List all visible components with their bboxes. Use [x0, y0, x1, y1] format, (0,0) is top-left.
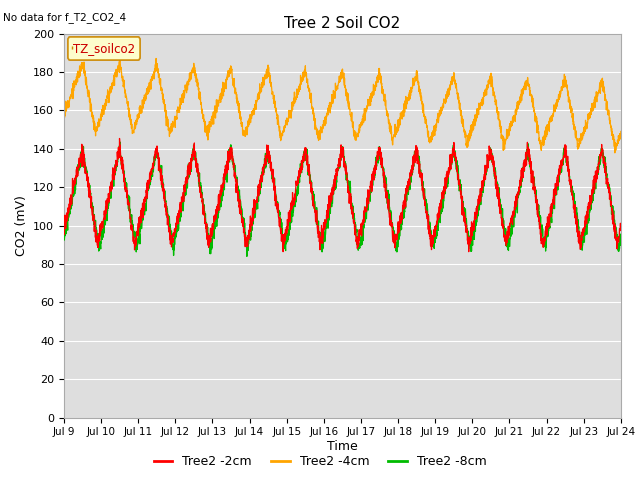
- Tree2 -8cm: [124, 192, 132, 197]
- Tree2 -8cm: [274, 206, 282, 212]
- Legend: Tree2 -2cm, Tree2 -4cm, Tree2 -8cm: Tree2 -2cm, Tree2 -4cm, Tree2 -8cm: [148, 450, 492, 473]
- Tree2 -4cm: [152, 56, 160, 61]
- X-axis label: Time: Time: [327, 440, 358, 453]
- Text: No data for f_T2_CO2_4: No data for f_T2_CO2_4: [3, 12, 126, 23]
- Tree2 -4cm: [546, 116, 554, 121]
- Y-axis label: CO2 (mV): CO2 (mV): [15, 195, 28, 256]
- Line: Tree2 -8cm: Tree2 -8cm: [64, 142, 621, 256]
- Tree2 -8cm: [547, 213, 554, 218]
- Tree2 -8cm: [60, 236, 68, 241]
- Tree2 -4cm: [298, 77, 306, 83]
- Tree2 -4cm: [606, 118, 614, 123]
- Tree2 -8cm: [116, 139, 124, 145]
- Tree2 -8cm: [298, 157, 306, 163]
- Tree2 -2cm: [124, 201, 132, 206]
- Tree2 -4cm: [60, 110, 68, 116]
- Tree2 -8cm: [606, 194, 614, 200]
- Tree2 -2cm: [157, 172, 164, 178]
- Tree2 -2cm: [617, 223, 625, 228]
- Legend: TZ_soilco2: TZ_soilco2: [68, 37, 140, 60]
- Line: Tree2 -2cm: Tree2 -2cm: [64, 138, 621, 252]
- Tree2 -4cm: [157, 86, 164, 92]
- Tree2 -4cm: [617, 129, 625, 134]
- Tree2 -8cm: [243, 253, 251, 259]
- Tree2 -4cm: [611, 150, 619, 156]
- Tree2 -2cm: [547, 208, 554, 214]
- Tree2 -2cm: [465, 249, 472, 254]
- Title: Tree 2 Soil CO2: Tree 2 Soil CO2: [284, 16, 401, 31]
- Tree2 -2cm: [60, 228, 68, 233]
- Tree2 -2cm: [116, 135, 124, 141]
- Tree2 -4cm: [124, 101, 131, 107]
- Tree2 -2cm: [298, 159, 306, 165]
- Tree2 -4cm: [274, 112, 282, 118]
- Tree2 -2cm: [606, 194, 614, 200]
- Tree2 -8cm: [157, 167, 164, 172]
- Tree2 -2cm: [274, 204, 282, 210]
- Line: Tree2 -4cm: Tree2 -4cm: [64, 59, 621, 153]
- Tree2 -8cm: [617, 231, 625, 237]
